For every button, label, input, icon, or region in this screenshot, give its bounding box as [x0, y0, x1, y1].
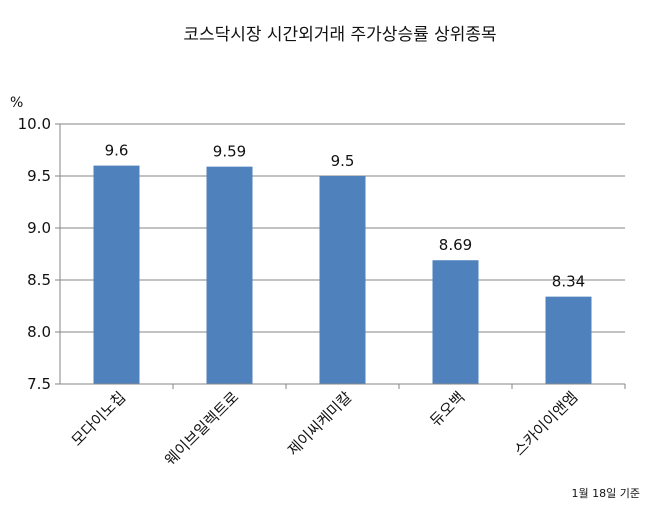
data-label: 9.5	[331, 152, 355, 170]
category-label: 제이씨케미칼	[284, 388, 355, 459]
bar	[206, 166, 253, 384]
data-labels: 9.6 9.59 9.5 8.69 8.34	[105, 142, 586, 291]
data-label: 9.6	[105, 142, 129, 160]
y-axis-unit: %	[10, 95, 23, 111]
y-tick-label: 10.0	[18, 115, 51, 133]
y-tick-label: 9.5	[27, 167, 51, 185]
data-label: 8.69	[439, 236, 472, 254]
bar	[93, 165, 140, 384]
y-tick-label: 7.5	[27, 375, 51, 393]
category-label: 듀오백	[426, 388, 468, 430]
bars	[93, 165, 592, 384]
category-label: 모다이노칩	[68, 388, 130, 450]
bar	[432, 260, 479, 384]
category-label: 웨이브일렉트로	[161, 388, 242, 469]
category-label: 스카이이앤엠	[510, 388, 581, 459]
bar	[545, 296, 592, 384]
date-footnote: 1월 18일 기준	[572, 486, 640, 500]
data-label: 8.34	[552, 273, 585, 291]
y-tick-labels: 7.5 8.0 8.5 9.0 9.5 10.0	[18, 115, 51, 393]
chart-title: 코스닥시장 시간외거래 주가상승률 상위종목	[183, 25, 496, 45]
category-labels: 모다이노칩 웨이브일렉트로 제이씨케미칼 듀오백 스카이이앤엠	[68, 384, 626, 469]
y-tick-label: 9.0	[27, 219, 51, 237]
y-tick-label: 8.5	[27, 271, 51, 289]
bar	[319, 176, 366, 384]
data-label: 9.59	[213, 143, 246, 161]
y-tick-label: 8.0	[27, 323, 51, 341]
